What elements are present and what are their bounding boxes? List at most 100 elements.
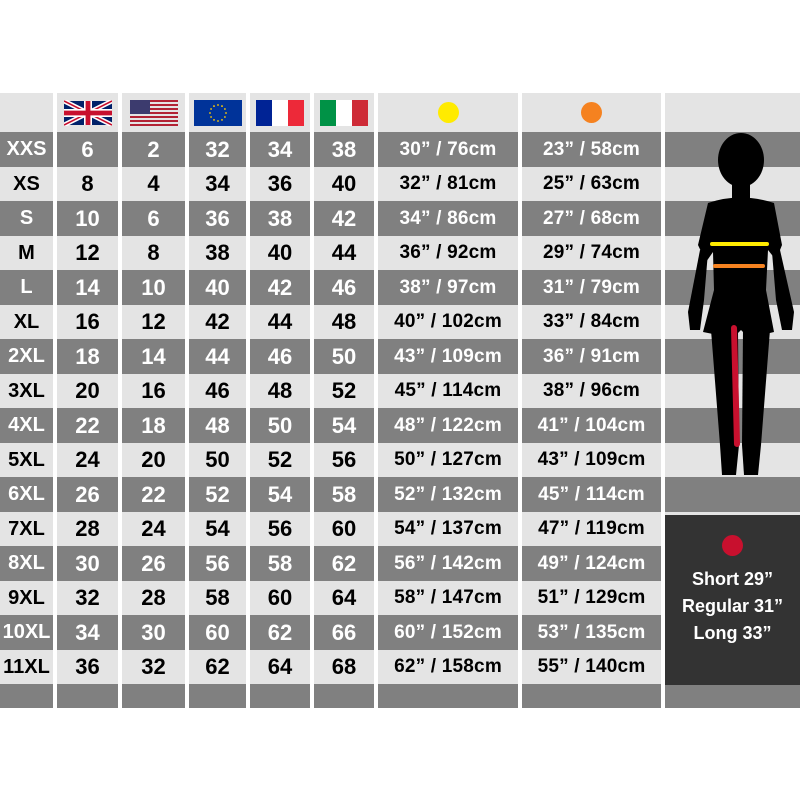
footer-strip	[122, 684, 185, 708]
cell-waist: 51” / 129cm	[522, 580, 661, 616]
cell-size: XL	[0, 304, 53, 340]
header-france-flag	[250, 93, 310, 132]
footer-strip	[0, 684, 53, 708]
cell-size: XXS	[0, 132, 53, 167]
cell-uk: 26	[57, 477, 118, 512]
eu-flag-icon	[193, 99, 242, 126]
cell-it: 46	[314, 270, 374, 305]
cell-size: 7XL	[0, 511, 53, 547]
cell-size: S	[0, 201, 53, 236]
cell-size: 5XL	[0, 442, 53, 478]
cell-fr: 48	[250, 373, 310, 409]
cell-bust: 48” / 122cm	[378, 408, 518, 443]
cell-it: 56	[314, 442, 374, 478]
cell-fr: 36	[250, 166, 310, 202]
cell-eu: 56	[189, 546, 246, 581]
cell-us: 30	[122, 615, 185, 650]
cell-waist: 36” / 91cm	[522, 339, 661, 374]
cell-us: 16	[122, 373, 185, 409]
cell-it: 48	[314, 304, 374, 340]
cell-bust: 45” / 114cm	[378, 373, 518, 409]
cell-it: 68	[314, 649, 374, 685]
cell-eu: 54	[189, 511, 246, 547]
cell-us: 32	[122, 649, 185, 685]
cell-fr: 40	[250, 235, 310, 271]
cell-eu: 60	[189, 615, 246, 650]
france-flag-icon	[256, 99, 304, 126]
cell-it: 58	[314, 477, 374, 512]
cell-us: 20	[122, 442, 185, 478]
cell-eu: 46	[189, 373, 246, 409]
cell-eu: 58	[189, 580, 246, 616]
cell-size: 9XL	[0, 580, 53, 616]
length-long: Long 33”	[693, 623, 772, 643]
cell-waist: 27” / 68cm	[522, 201, 661, 236]
header-italy-flag	[314, 93, 374, 132]
cell-size: 11XL	[0, 649, 53, 685]
cell-uk: 18	[57, 339, 118, 374]
footer-strip	[250, 684, 310, 708]
figure-stripe	[665, 477, 800, 512]
cell-waist: 45” / 114cm	[522, 477, 661, 512]
cell-bust: 43” / 109cm	[378, 339, 518, 374]
footer-strip	[57, 684, 118, 708]
cell-fr: 42	[250, 270, 310, 305]
cell-fr: 46	[250, 339, 310, 374]
cell-fr: 44	[250, 304, 310, 340]
cell-it: 66	[314, 615, 374, 650]
cell-us: 26	[122, 546, 185, 581]
cell-bust: 36” / 92cm	[378, 235, 518, 271]
footer-strip	[665, 684, 800, 708]
header-bust-dot-yellow	[378, 93, 518, 132]
cell-uk: 20	[57, 373, 118, 409]
footer-strip	[189, 684, 246, 708]
cell-bust: 30” / 76cm	[378, 132, 518, 167]
cell-bust: 56” / 142cm	[378, 546, 518, 581]
cell-it: 50	[314, 339, 374, 374]
italy-flag-icon	[320, 99, 368, 126]
cell-us: 24	[122, 511, 185, 547]
cell-eu: 40	[189, 270, 246, 305]
cell-waist: 38” / 96cm	[522, 373, 661, 409]
cell-us: 8	[122, 235, 185, 271]
cell-size: 10XL	[0, 615, 53, 650]
cell-size: 3XL	[0, 373, 53, 409]
cell-bust: 58” / 147cm	[378, 580, 518, 616]
cell-size: 6XL	[0, 477, 53, 512]
cell-us: 4	[122, 166, 185, 202]
cell-size: L	[0, 270, 53, 305]
cell-waist: 55” / 140cm	[522, 649, 661, 685]
silhouette-body	[688, 133, 794, 475]
cell-size: XS	[0, 166, 53, 202]
cell-it: 52	[314, 373, 374, 409]
cell-it: 38	[314, 132, 374, 167]
header-uk-flag	[57, 93, 118, 132]
cell-bust: 50” / 127cm	[378, 442, 518, 478]
cell-fr: 34	[250, 132, 310, 167]
inside-leg-length-panel: Short 29” Regular 31” Long 33”	[665, 515, 800, 685]
cell-uk: 22	[57, 408, 118, 443]
uk-flag-icon	[63, 99, 112, 126]
cell-fr: 64	[250, 649, 310, 685]
cell-uk: 12	[57, 235, 118, 271]
cell-us: 10	[122, 270, 185, 305]
cell-waist: 25” / 63cm	[522, 166, 661, 202]
cell-uk: 32	[57, 580, 118, 616]
cell-waist: 53” / 135cm	[522, 615, 661, 650]
cell-fr: 60	[250, 580, 310, 616]
cell-bust: 52” / 132cm	[378, 477, 518, 512]
figure-stripe	[665, 511, 800, 516]
cell-eu: 50	[189, 442, 246, 478]
cell-waist: 41” / 104cm	[522, 408, 661, 443]
cell-it: 64	[314, 580, 374, 616]
cell-it: 42	[314, 201, 374, 236]
cell-bust: 38” / 97cm	[378, 270, 518, 305]
cell-waist: 31” / 79cm	[522, 270, 661, 305]
cell-size: 2XL	[0, 339, 53, 374]
cell-fr: 58	[250, 546, 310, 581]
cell-bust: 54” / 137cm	[378, 511, 518, 547]
cell-bust: 32” / 81cm	[378, 166, 518, 202]
cell-uk: 14	[57, 270, 118, 305]
cell-uk: 10	[57, 201, 118, 236]
cell-fr: 52	[250, 442, 310, 478]
